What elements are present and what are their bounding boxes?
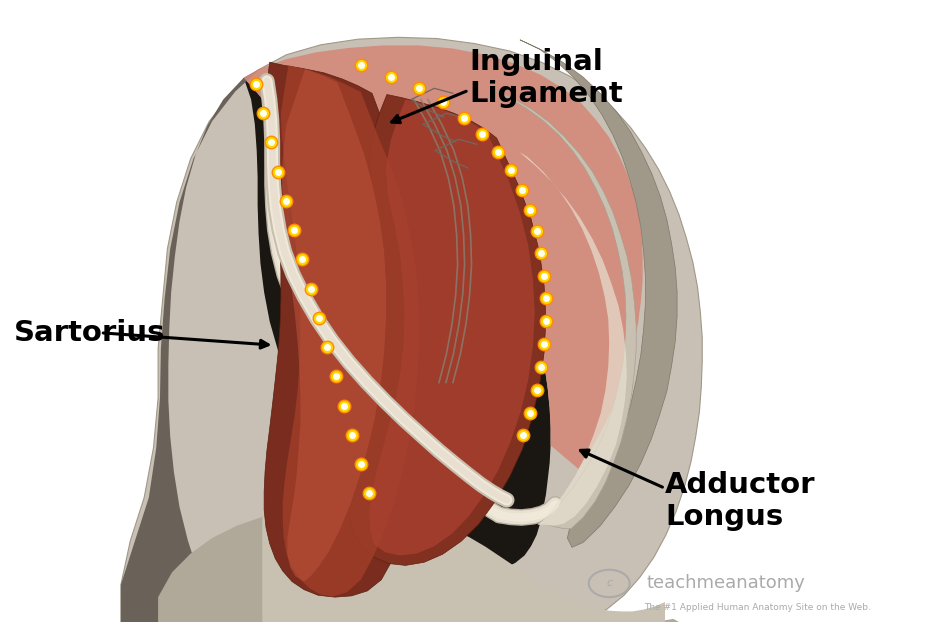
Text: Adductor
Longus: Adductor Longus xyxy=(665,470,815,531)
Polygon shape xyxy=(282,69,386,582)
Text: teachmeanatomy: teachmeanatomy xyxy=(646,575,805,592)
Polygon shape xyxy=(244,45,643,469)
Text: Inguinal
Ligament: Inguinal Ligament xyxy=(470,47,623,108)
Polygon shape xyxy=(519,152,627,526)
Polygon shape xyxy=(369,100,535,555)
Polygon shape xyxy=(158,506,679,622)
Polygon shape xyxy=(262,506,665,622)
Polygon shape xyxy=(520,40,677,547)
Polygon shape xyxy=(281,65,419,596)
Polygon shape xyxy=(264,62,434,597)
Polygon shape xyxy=(491,89,636,529)
Text: The #1 Applied Human Anatomy Site on the Web.: The #1 Applied Human Anatomy Site on the… xyxy=(644,603,870,611)
Polygon shape xyxy=(244,78,551,571)
Polygon shape xyxy=(120,68,261,622)
Polygon shape xyxy=(348,95,546,565)
Text: Sartorius: Sartorius xyxy=(14,318,165,347)
Text: c: c xyxy=(606,578,613,588)
Polygon shape xyxy=(120,37,702,622)
